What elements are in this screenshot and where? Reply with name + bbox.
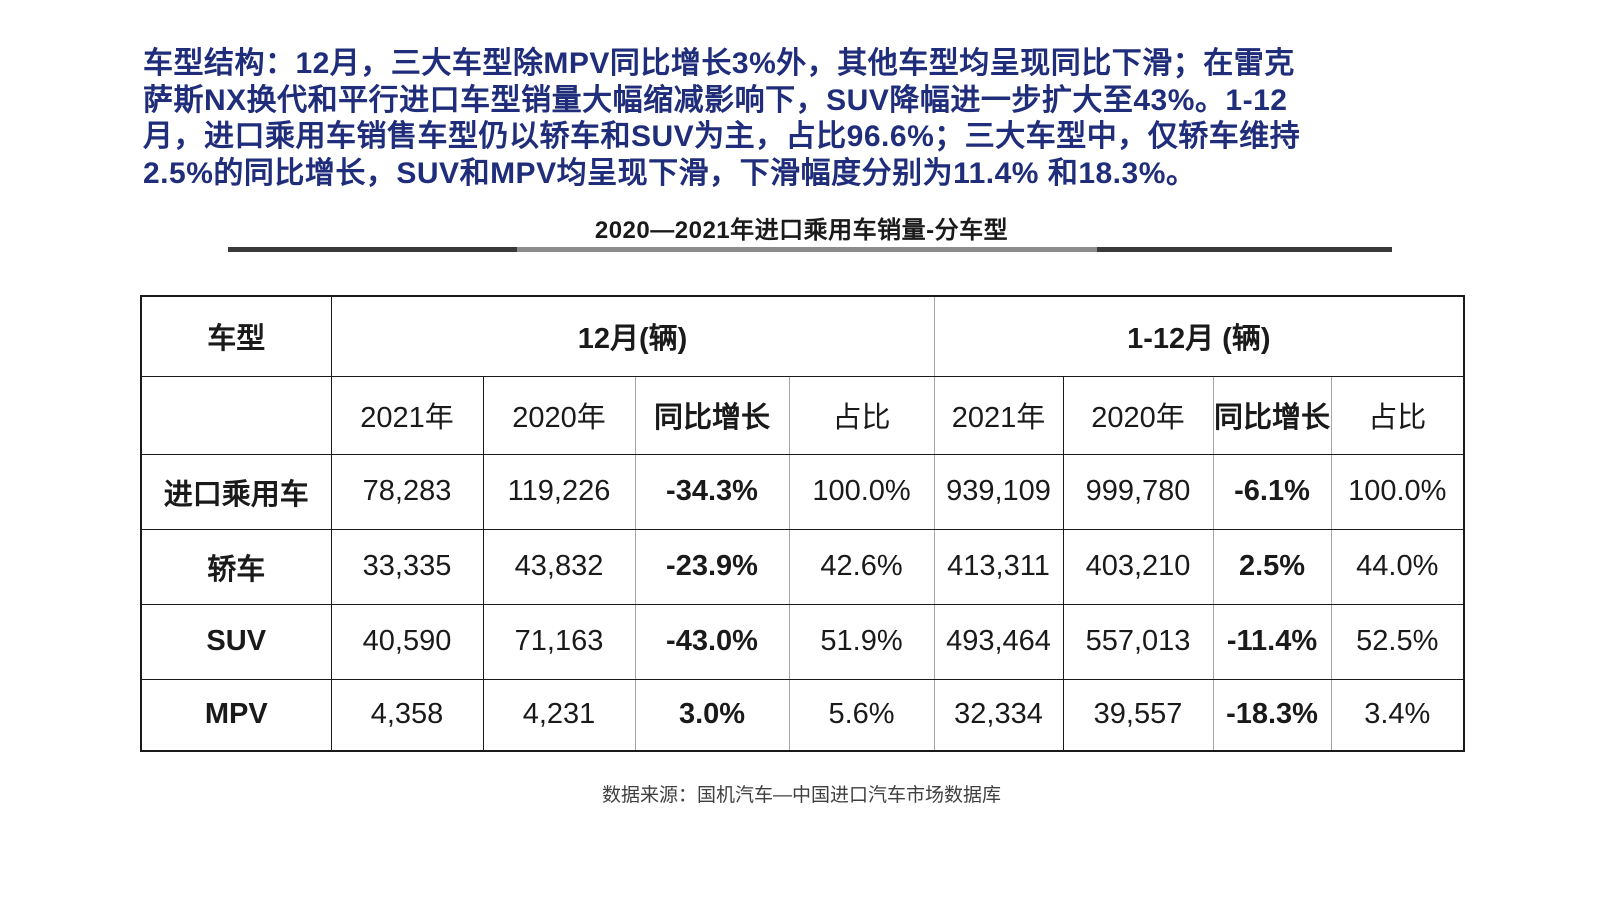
group-header-annual: 1-12月 (辆) — [934, 296, 1465, 377]
table-cell: 3.4% — [1364, 698, 1431, 731]
sub-header-cell: 2020年 — [1063, 376, 1214, 455]
sub-header-cell: 占比 — [1331, 376, 1465, 455]
group-header-december: 12月(辆) — [331, 296, 935, 377]
table-cell: 4,358 — [331, 679, 484, 751]
sub-header-cell: 同比增长 — [635, 376, 790, 455]
table-cell: 5.6% — [789, 679, 935, 751]
table-cell: -6.1% — [1213, 454, 1332, 530]
table-cell: -23.9% — [635, 529, 790, 605]
table-row: 轿车 33,335 43,832 -23.9% 42.6% 413,311 40… — [141, 529, 1465, 605]
table-cell: 71,163 — [483, 604, 636, 680]
table-cell: -43.0% — [635, 604, 790, 680]
table-row: MPV 4,358 4,231 3.0% 5.6% 32,334 39,557 … — [141, 679, 1464, 751]
table-cell: 939,109 — [934, 454, 1064, 530]
sub-header-cell: 2021年 — [934, 376, 1064, 455]
table-cell: 32,334 — [934, 679, 1064, 751]
table-cell: 51.9% — [789, 604, 935, 680]
summary-line: 2.5%的同比增长，SUV和MPV均呈现下滑，下滑幅度分别为11.4% 和18.… — [143, 156, 1197, 190]
table-cell: 557,013 — [1063, 604, 1214, 680]
table-row: 进口乘用车 78,283 119,226 -34.3% 100.0% 939,1… — [141, 454, 1465, 530]
table-cell: 39,557 — [1063, 679, 1214, 751]
corner-header-cell: 车型 — [141, 296, 332, 377]
row-label: 进口乘用车 — [141, 454, 332, 530]
table-group-header-row: 车型 12月(辆) 1-12月 (辆) — [141, 296, 1465, 377]
summary-line: 车型结构：12月，三大车型除MPV同比增长3%外，其他车型均呈现同比下滑；在雷克 — [143, 47, 1295, 80]
sub-header-cell: 2020年 — [483, 376, 636, 455]
title-underline — [228, 247, 1392, 252]
table-cell: 33,335 — [331, 529, 484, 605]
table-cell: 119,226 — [483, 454, 636, 530]
table-cell: 4,231 — [483, 679, 636, 751]
table-cell: 43,832 — [483, 529, 636, 605]
table-cell: 52.5% — [1331, 604, 1465, 680]
table-cell: 100.0% — [789, 454, 935, 530]
table-sub-header-row: 2021年 2020年 同比增长 占比 2021年 2020年 同比增长 占比 — [141, 376, 1465, 455]
summary-line: 月，进口乘用车销售车型仍以轿车和SUV为主，占比96.6%；三大车型中，仅轿车维… — [143, 120, 1301, 153]
table-row: SUV 40,590 71,163 -43.0% 51.9% 493,464 5… — [141, 604, 1465, 680]
table-cell: 403,210 — [1063, 529, 1214, 605]
table-cell: 413,311 — [934, 529, 1064, 605]
table-cell: 2.5% — [1213, 529, 1332, 605]
sub-header-cell: 占比 — [789, 376, 935, 455]
table-cell: 44.0% — [1331, 529, 1465, 605]
summary-paragraph: 车型结构：12月，三大车型除MPV同比增长3%外，其他车型均呈现同比下滑；在雷克… — [143, 46, 1508, 192]
data-source-note: 数据来源：国机汽车—中国进口汽车市场数据库 — [601, 785, 1001, 806]
sales-table: 车型 12月(辆) 1-12月 (辆) 2021年 2020年 同比增长 占比 … — [140, 295, 1466, 752]
sub-header-cell: 同比增长 — [1213, 376, 1332, 455]
table-cell: 493,464 — [934, 604, 1064, 680]
table-cell: 3.0% — [635, 679, 790, 751]
table-cell: -34.3% — [635, 454, 790, 530]
table-title: 2020—2021年进口乘用车销量-分车型 — [594, 217, 1009, 244]
underline-segment-dark-left — [228, 247, 517, 252]
table-cell: -11.4% — [1213, 604, 1332, 680]
table-cell: 999,780 — [1063, 454, 1214, 530]
row-label: MPV — [141, 679, 332, 751]
row-label: 轿车 — [141, 529, 332, 605]
row-label: SUV — [141, 604, 332, 680]
summary-line: 萨斯NX换代和平行进口车型销量大幅缩减影响下，SUV降幅进一步扩大至43%。1-… — [143, 83, 1288, 117]
table-cell: 100.0% — [1331, 454, 1465, 530]
underline-segment-gray — [517, 247, 1097, 252]
underline-segment-dark-right — [1097, 247, 1392, 252]
table-cell: 78,283 — [331, 454, 484, 530]
table-cell: 42.6% — [789, 529, 935, 605]
sub-header-cell: 2021年 — [331, 376, 484, 455]
sub-header-empty-cell — [141, 376, 332, 455]
table-cell: -18.3% — [1213, 679, 1332, 751]
table-cell: 40,590 — [331, 604, 484, 680]
